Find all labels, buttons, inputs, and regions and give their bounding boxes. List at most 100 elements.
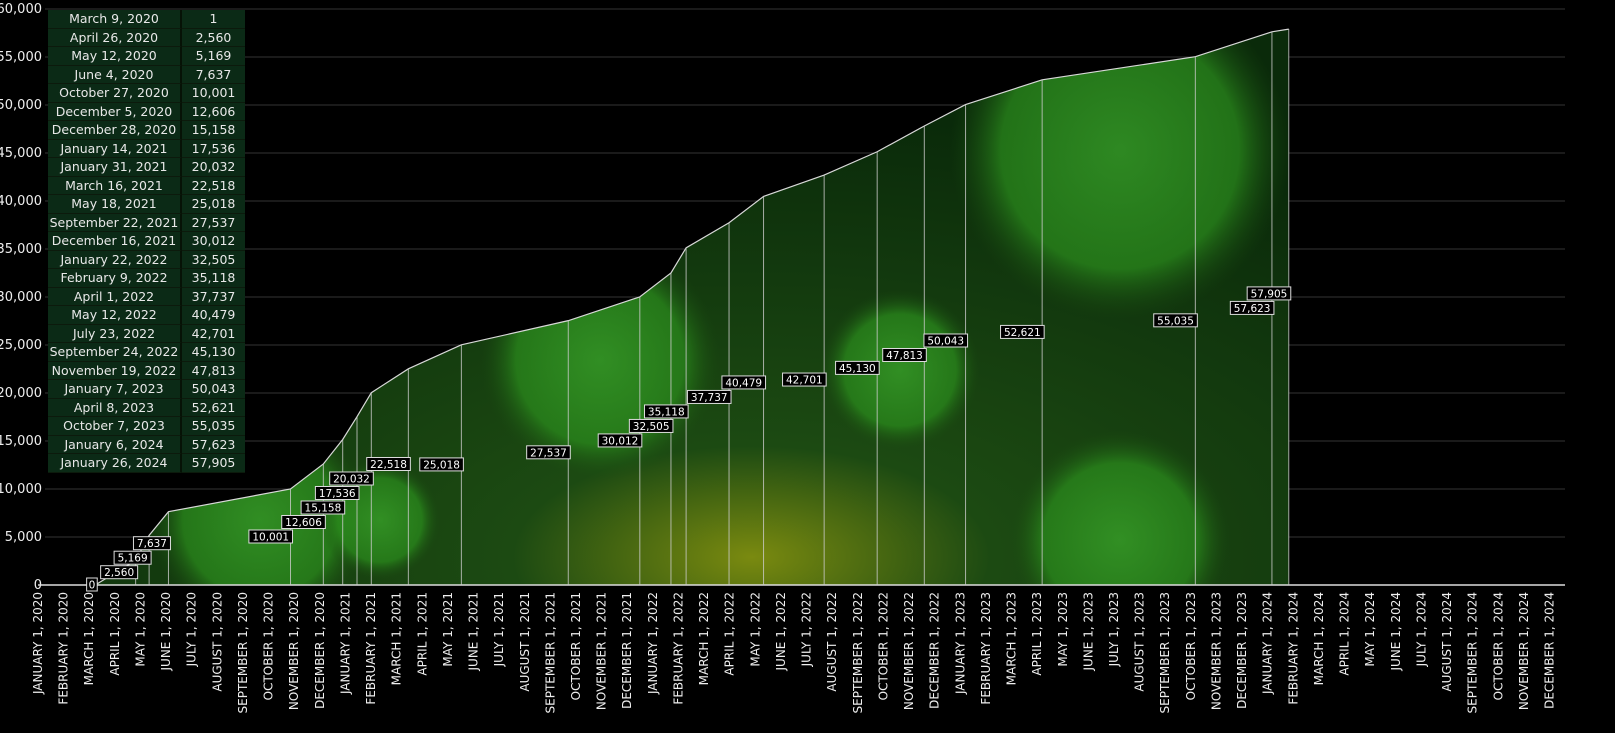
- table-value: 57,623: [182, 435, 245, 454]
- x-tick-label: MARCH 1, 2021: [390, 592, 404, 685]
- data-label: 52,621: [1004, 327, 1041, 339]
- data-table: March 9, 2020 1 April 26, 2020 2,560 May 12,…: [48, 10, 245, 473]
- table-row: May 12, 2020 5,169: [48, 47, 245, 66]
- data-label-box: [628, 418, 674, 433]
- x-tick-label: DECEMBER 1, 2024: [1543, 592, 1557, 709]
- x-tick-label: MARCH 1, 2020: [82, 592, 96, 685]
- x-tick-label: OCTOBER 1, 2022: [876, 592, 890, 700]
- table-value: 12,606: [182, 102, 245, 121]
- y-tick-label: 30,000: [0, 290, 42, 305]
- data-label: 45,130: [839, 363, 876, 375]
- x-tick-label: OCTOBER 1, 2020: [262, 592, 276, 700]
- table-date: April 1, 2022: [48, 287, 182, 306]
- table-value: 35,118: [182, 269, 245, 288]
- table-date: May 12, 2022: [48, 306, 182, 325]
- x-tick-label: MARCH 1, 2022: [697, 592, 711, 685]
- data-label-box: [300, 500, 346, 515]
- x-tick-label: AUGUST 1, 2020: [210, 592, 224, 692]
- table-date: January 7, 2023: [48, 380, 182, 399]
- data-label: 32,505: [633, 421, 670, 433]
- x-tick-label: AUGUST 1, 2022: [825, 592, 839, 692]
- data-label-box: [419, 457, 464, 472]
- table-row: October 7, 2023 55,035: [48, 417, 245, 436]
- table-row: September 22, 2021 27,537: [48, 213, 245, 232]
- data-label-box: [526, 445, 571, 460]
- data-label: 30,012: [602, 435, 639, 447]
- table-row: May 12, 2022 40,479: [48, 306, 245, 325]
- table-row: May 18, 2021 25,018: [48, 195, 245, 214]
- x-tick-label: JUNE 1, 2023: [1081, 592, 1095, 672]
- data-label: 42,701: [786, 375, 823, 387]
- data-label-box: [86, 577, 98, 592]
- table-date: June 4, 2020: [48, 65, 182, 84]
- data-label: 22,518: [370, 459, 407, 471]
- x-tick-label: SEPTEMBER 1, 2021: [543, 592, 557, 713]
- data-label: 40,479: [725, 377, 762, 389]
- table-row: December 16, 2021 30,012: [48, 232, 245, 251]
- data-label: 17,536: [319, 488, 356, 500]
- data-label: 7,637: [137, 538, 167, 550]
- data-label: 25,018: [423, 459, 460, 471]
- table-value: 1: [182, 10, 245, 29]
- x-tick-label: MARCH 1, 2023: [1005, 592, 1019, 685]
- x-tick-label: JUNE 1, 2024: [1389, 592, 1403, 672]
- data-label-box: [721, 375, 767, 390]
- data-label: 20,032: [333, 473, 370, 485]
- table-row: February 9, 2022 35,118: [48, 269, 245, 288]
- table-row: December 28, 2020 15,158: [48, 121, 245, 140]
- table-row: March 9, 2020 1: [48, 10, 245, 29]
- table-row: December 5, 2020 12,606: [48, 102, 245, 121]
- x-tick-label: MAY 1, 2024: [1363, 592, 1377, 667]
- table-date: September 24, 2022: [48, 343, 182, 362]
- data-label: 50,043: [927, 335, 964, 347]
- data-label-box: [248, 529, 294, 544]
- table-date: January 22, 2022: [48, 250, 182, 269]
- table-row: September 24, 2022 45,130: [48, 343, 245, 362]
- table-date: November 19, 2022: [48, 361, 182, 380]
- table-row: January 31, 2021 20,032: [48, 158, 245, 177]
- table-value: 27,537: [182, 213, 245, 232]
- x-tick-label: APRIL 1, 2022: [723, 592, 737, 676]
- data-label-box: [782, 372, 827, 387]
- table-row: January 7, 2023 50,043: [48, 380, 245, 399]
- table-value: 50,043: [182, 380, 245, 399]
- x-tick-label: SEPTEMBER 1, 2022: [851, 592, 865, 713]
- x-tick-label: NOVEMBER 1, 2023: [1209, 592, 1223, 710]
- y-tick-label: 40,000: [0, 194, 42, 209]
- table-value: 45,130: [182, 343, 245, 362]
- table-row: June 4, 2020 7,637: [48, 65, 245, 84]
- table-date: January 26, 2024: [48, 454, 182, 473]
- data-label-box: [597, 433, 643, 448]
- data-label-box: [686, 389, 732, 404]
- data-label-box: [1000, 324, 1045, 339]
- table-row: January 26, 2024 57,905: [48, 454, 245, 473]
- table-value: 40,479: [182, 306, 245, 325]
- table-row: January 6, 2024 57,623: [48, 435, 245, 454]
- table-date: December 16, 2021: [48, 232, 182, 251]
- table-value: 47,813: [182, 361, 245, 380]
- table-value: 25,018: [182, 195, 245, 214]
- x-tick-label: MAY 1, 2023: [1056, 592, 1070, 667]
- table-date: December 28, 2020: [48, 121, 182, 140]
- data-label: 10,001: [252, 531, 289, 543]
- table-date: July 23, 2022: [48, 324, 182, 343]
- y-tick-label: 25,000: [0, 338, 42, 353]
- data-label: 15,158: [305, 502, 342, 514]
- x-tick-label: NOVEMBER 1, 2024: [1517, 592, 1531, 710]
- x-tick-label: SEPTEMBER 1, 2023: [1158, 592, 1172, 713]
- data-label-box: [100, 565, 139, 580]
- table-row: November 19, 2022 47,813: [48, 361, 245, 380]
- table-value: 20,032: [182, 158, 245, 177]
- data-label-box: [281, 514, 326, 529]
- data-label: 2,560: [104, 567, 134, 579]
- virus-shape: [1010, 430, 1230, 585]
- y-tick-label: 0: [34, 578, 42, 593]
- table-date: January 14, 2021: [48, 139, 182, 158]
- data-label-box: [132, 536, 171, 551]
- x-tick-label: JUNE 1, 2020: [159, 592, 173, 672]
- y-tick-label: 20,000: [0, 386, 42, 401]
- table-date: April 8, 2023: [48, 398, 182, 417]
- x-tick-label: AUGUST 1, 2024: [1440, 592, 1454, 692]
- data-label-box: [1153, 313, 1198, 328]
- x-tick-label: DECEMBER 1, 2022: [928, 592, 942, 709]
